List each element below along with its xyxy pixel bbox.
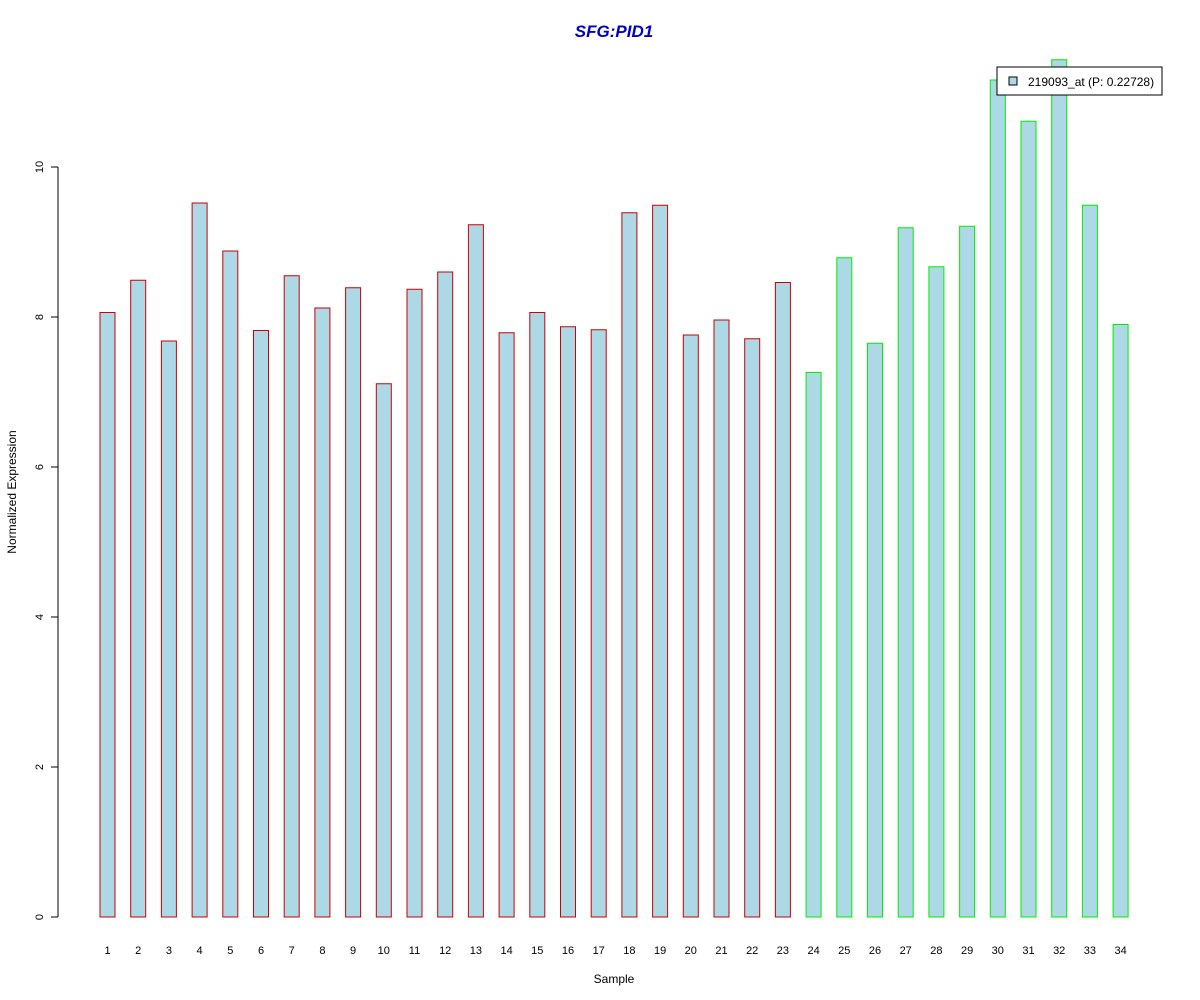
x-tick-label: 19	[654, 945, 666, 957]
x-tick-label: 6	[258, 945, 264, 957]
bar	[529, 312, 546, 918]
bar	[406, 288, 423, 918]
x-tick-label: 27	[900, 945, 912, 957]
bar	[989, 79, 1006, 918]
y-tick-label: 4	[34, 614, 46, 620]
bars	[99, 59, 1129, 918]
y-tick-label: 0	[34, 914, 46, 920]
y-tick-label: 8	[34, 314, 46, 320]
bar	[836, 257, 853, 918]
x-tick-label: 30	[992, 945, 1004, 957]
x-tick-label: 33	[1084, 945, 1096, 957]
bar	[652, 204, 669, 918]
bar	[222, 250, 239, 918]
x-tick-label: 15	[531, 945, 543, 957]
bar	[498, 332, 515, 918]
x-tick-label: 13	[470, 945, 482, 957]
bar	[774, 282, 791, 918]
bar	[1020, 120, 1037, 918]
legend-box	[996, 66, 1163, 96]
bar	[467, 224, 484, 918]
x-tick-label: 10	[378, 945, 390, 957]
bar	[867, 342, 883, 918]
x-tick-label: 1	[104, 945, 110, 957]
x-tick-label: 24	[807, 945, 819, 957]
bar	[682, 334, 699, 918]
legend-swatch	[1008, 76, 1018, 86]
bar	[590, 329, 607, 918]
x-tick-label: 20	[685, 945, 697, 957]
x-tick-label: 11	[409, 945, 420, 957]
x-tick-label: 22	[746, 945, 758, 957]
x-tick-label: 32	[1053, 945, 1065, 957]
bar	[959, 225, 976, 918]
bar	[744, 338, 761, 918]
x-tick-label: 21	[715, 945, 727, 957]
x-tick-label: 7	[289, 945, 295, 957]
legend-label: 219093_at (P: 0.22728)	[1028, 75, 1154, 89]
x-tick-label: 12	[439, 945, 451, 957]
x-tick-label: 9	[350, 945, 356, 957]
chart-title: SFG:PID1	[575, 22, 653, 41]
bar	[130, 279, 147, 918]
x-tick-label: 4	[197, 945, 203, 957]
bar	[191, 202, 208, 918]
bar	[560, 326, 576, 918]
x-tick-label: 34	[1114, 945, 1126, 957]
x-tick-labels: 1 2 3 4 5 6 7 8 9 10 11 12 13 14 15 16 17 18 19 20 21 22 23 24 2…	[104, 945, 1126, 957]
y-axis-label: Normalized Expression	[5, 430, 19, 553]
x-tick-label: 2	[135, 945, 141, 957]
x-tick-label: 25	[838, 945, 850, 957]
bar	[437, 271, 454, 918]
x-tick-label: 3	[166, 945, 172, 957]
bar	[160, 340, 177, 918]
x-tick-label: 26	[869, 945, 881, 957]
y-tick-label: 6	[34, 464, 46, 470]
bar	[314, 307, 331, 918]
bar	[283, 275, 300, 918]
bar	[621, 212, 638, 918]
x-tick-label: 28	[930, 945, 942, 957]
x-tick-label: 14	[500, 945, 512, 957]
bar	[1081, 204, 1098, 918]
x-tick-label: 31	[1022, 945, 1034, 957]
y-tick-label: 10	[34, 161, 46, 173]
legend: 219093_at (P: 0.22728)	[996, 66, 1163, 96]
bar	[1051, 59, 1068, 918]
bar	[375, 383, 392, 918]
x-tick-label: 29	[961, 945, 973, 957]
bar	[897, 227, 914, 918]
y-tick-label: 2	[34, 764, 46, 770]
x-tick-label: 23	[777, 945, 789, 957]
x-axis-label: Sample	[594, 972, 635, 986]
bar	[1112, 324, 1129, 918]
bar	[253, 330, 269, 918]
x-tick-label: 16	[562, 945, 574, 957]
y-axis: 0 2 4 6 8 10	[34, 161, 59, 920]
bar	[99, 312, 116, 918]
bar	[713, 319, 730, 918]
x-tick-label: 18	[623, 945, 635, 957]
x-tick-label: 8	[319, 945, 325, 957]
x-tick-label: 5	[227, 945, 233, 957]
bar	[805, 372, 822, 918]
x-tick-label: 17	[593, 945, 605, 957]
bar	[928, 266, 945, 918]
bar	[345, 287, 362, 918]
